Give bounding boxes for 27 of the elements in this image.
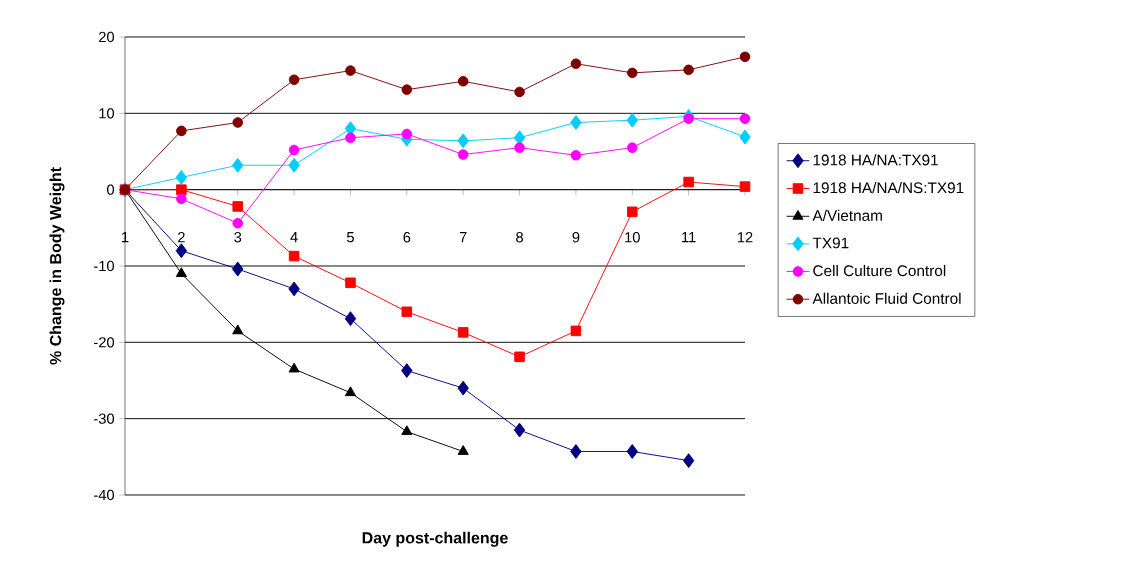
y-tick-label: 20 [99, 31, 115, 43]
x-tick-label: 3 [234, 232, 242, 243]
y-tick-label: -40 [94, 489, 115, 501]
x-tick-label: 6 [403, 232, 411, 243]
y-tick-label: 0 [107, 184, 115, 195]
x-tick-label: 10 [625, 232, 640, 243]
x-tick-label: 4 [290, 232, 298, 243]
y-tick-label: -30 [94, 413, 115, 424]
legend-label: Cell Culture Control [813, 264, 946, 277]
x-tick-label: 5 [346, 232, 354, 243]
x-tick-label: 11 [682, 232, 696, 243]
x-tick-label: 1 [122, 232, 129, 243]
legend-label: 1918 HA/NA/NS:TX91 [813, 181, 964, 194]
x-tick-label: 2 [178, 232, 185, 243]
x-tick-label: 12 [737, 232, 753, 243]
x-tick-label: 7 [459, 232, 467, 243]
x-tick-label: 9 [572, 232, 580, 243]
y-tick-label: -10 [94, 260, 115, 272]
legend-label: TX91 [812, 237, 849, 249]
y-tick-label: -20 [94, 337, 115, 348]
legend-label: A/Vietnam [812, 209, 882, 221]
y-axis-title: % Change in Body Weight [49, 167, 65, 365]
x-tick-label: 8 [516, 232, 523, 243]
legend-label: 1918 HA/NA:TX91 [813, 154, 938, 166]
x-axis-title: Day post-challenge [362, 531, 508, 547]
y-tick-label: 10 [99, 108, 115, 119]
legend-label: Allantoic Fluid Control [812, 292, 961, 304]
